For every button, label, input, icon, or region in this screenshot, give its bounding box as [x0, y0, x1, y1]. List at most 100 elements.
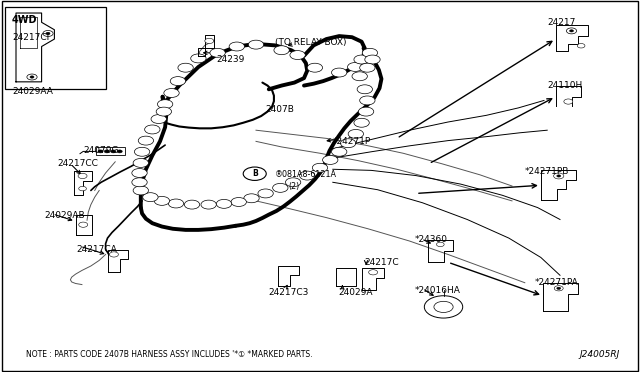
Text: 24239: 24239	[216, 55, 244, 64]
Circle shape	[358, 107, 374, 116]
Circle shape	[78, 173, 87, 179]
Circle shape	[170, 77, 186, 86]
Text: 24217C3: 24217C3	[269, 288, 309, 296]
Circle shape	[258, 189, 273, 198]
Text: 24029A: 24029A	[338, 288, 372, 296]
Text: ®081A8-6121A: ®081A8-6121A	[275, 170, 337, 179]
Circle shape	[566, 28, 577, 34]
Text: (2): (2)	[288, 182, 300, 190]
Circle shape	[79, 222, 88, 227]
Circle shape	[231, 198, 246, 206]
Circle shape	[360, 96, 375, 105]
Circle shape	[300, 171, 315, 180]
Circle shape	[43, 31, 53, 36]
Bar	[5, 7, 106, 89]
Circle shape	[156, 107, 172, 116]
Bar	[96, 147, 125, 155]
Circle shape	[104, 150, 109, 153]
Circle shape	[229, 42, 244, 51]
Circle shape	[340, 139, 356, 148]
Circle shape	[164, 89, 179, 97]
Circle shape	[554, 173, 564, 179]
Circle shape	[564, 99, 573, 104]
Circle shape	[360, 63, 375, 72]
Text: 24217CA: 24217CA	[77, 245, 118, 254]
Circle shape	[332, 68, 347, 77]
Circle shape	[244, 194, 259, 203]
Circle shape	[434, 301, 453, 312]
Text: 24110H: 24110H	[547, 81, 582, 90]
Circle shape	[117, 150, 122, 153]
Circle shape	[354, 55, 369, 64]
Circle shape	[201, 200, 216, 209]
Circle shape	[134, 147, 150, 156]
Circle shape	[354, 118, 369, 127]
Circle shape	[436, 242, 444, 247]
Circle shape	[352, 72, 367, 81]
Text: 24217: 24217	[547, 18, 575, 27]
Circle shape	[348, 129, 364, 138]
Text: J24005RJ: J24005RJ	[579, 350, 620, 359]
Circle shape	[332, 147, 347, 156]
Circle shape	[154, 196, 170, 205]
Circle shape	[184, 200, 200, 209]
Text: 24029AA: 24029AA	[13, 87, 54, 96]
Circle shape	[577, 44, 585, 48]
Text: *24360: *24360	[415, 235, 448, 244]
Circle shape	[132, 178, 147, 187]
Text: 24217CC: 24217CC	[58, 159, 99, 168]
Text: B: B	[252, 169, 257, 178]
Circle shape	[191, 54, 206, 63]
Text: (TO RELAY BOX): (TO RELAY BOX)	[275, 38, 347, 47]
Text: *24271PB: *24271PB	[525, 167, 569, 176]
Circle shape	[157, 100, 173, 109]
Text: *24271PA: *24271PA	[534, 278, 578, 287]
Circle shape	[369, 270, 378, 275]
Circle shape	[143, 193, 158, 202]
Text: 24217C: 24217C	[365, 258, 399, 267]
Circle shape	[554, 286, 563, 291]
Circle shape	[205, 38, 214, 44]
Text: 24217CI: 24217CI	[13, 33, 50, 42]
Circle shape	[98, 150, 103, 153]
Circle shape	[557, 287, 561, 289]
Circle shape	[168, 199, 184, 208]
Circle shape	[178, 63, 193, 72]
Circle shape	[365, 55, 380, 64]
Circle shape	[79, 186, 86, 191]
Circle shape	[243, 167, 266, 180]
Circle shape	[109, 252, 118, 257]
Circle shape	[210, 48, 225, 57]
Text: 24079G: 24079G	[83, 146, 118, 155]
Text: 4WD: 4WD	[12, 16, 37, 25]
Circle shape	[290, 51, 305, 60]
Circle shape	[30, 76, 34, 78]
Circle shape	[348, 62, 363, 71]
Circle shape	[151, 115, 166, 124]
Circle shape	[285, 178, 301, 187]
Circle shape	[273, 183, 288, 192]
Text: NOTE : PARTS CODE 2407B HARNESS ASSY INCLUDES '*① *MARKED PARTS.: NOTE : PARTS CODE 2407B HARNESS ASSY INC…	[26, 350, 312, 359]
Circle shape	[357, 85, 372, 94]
Circle shape	[312, 163, 328, 172]
Circle shape	[111, 150, 116, 153]
Circle shape	[133, 186, 148, 195]
Circle shape	[27, 74, 37, 80]
Circle shape	[307, 63, 323, 72]
Text: 2407B: 2407B	[266, 105, 294, 114]
Circle shape	[216, 199, 232, 208]
Text: *24016HA: *24016HA	[415, 286, 461, 295]
Circle shape	[424, 296, 463, 318]
Circle shape	[145, 125, 160, 134]
Circle shape	[557, 175, 561, 177]
Circle shape	[570, 30, 573, 32]
Circle shape	[133, 158, 148, 167]
Circle shape	[362, 48, 378, 57]
Text: *24271P: *24271P	[333, 137, 371, 146]
Circle shape	[323, 155, 338, 164]
Circle shape	[274, 46, 289, 55]
Circle shape	[46, 32, 50, 35]
Text: 24029AB: 24029AB	[45, 211, 85, 220]
Circle shape	[132, 169, 147, 177]
Circle shape	[138, 136, 154, 145]
